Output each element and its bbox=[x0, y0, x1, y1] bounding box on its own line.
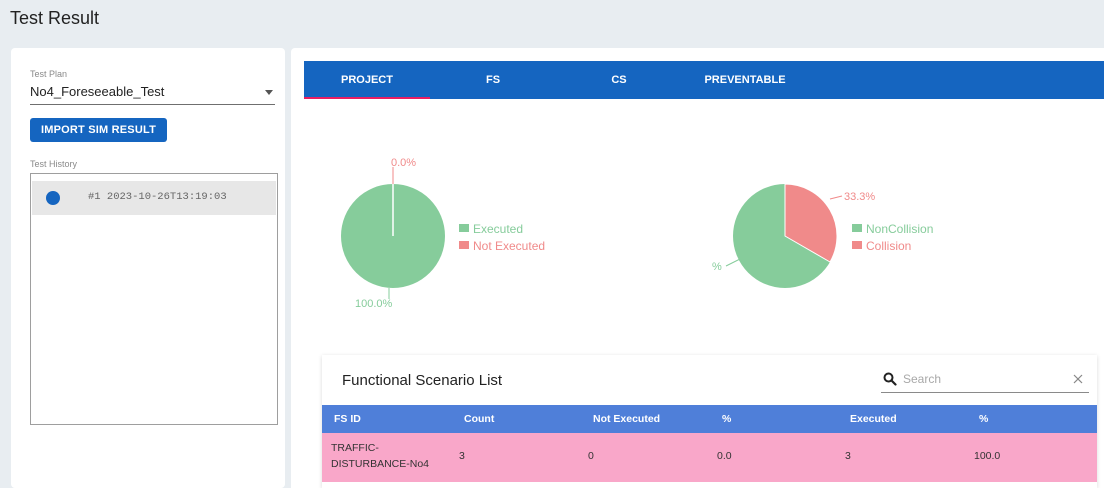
pie-slice-collision bbox=[784, 183, 838, 263]
search-icon bbox=[883, 372, 897, 386]
legend-swatch bbox=[852, 224, 862, 232]
legend-not-executed: Not Executed bbox=[459, 239, 545, 253]
legend-swatch bbox=[459, 241, 469, 249]
legend-noncollision: NonCollision bbox=[852, 222, 933, 236]
leader-line-noncollision bbox=[725, 258, 741, 267]
collision-pie-chart bbox=[725, 183, 843, 288]
cell-not-executed-pct: 0.0 bbox=[717, 450, 732, 462]
test-plan-panel: Test Plan No4_Foreseeable_Test IMPORT SI… bbox=[11, 48, 285, 488]
tab-bar: PROJECT FS CS PREVENTABLE bbox=[304, 61, 1104, 99]
test-history-list: #1 2023-10-26T13:19:03 bbox=[30, 173, 278, 425]
cell-not-executed: 0 bbox=[588, 450, 594, 462]
table-header: FS ID Count Not Executed % Executed % bbox=[322, 405, 1097, 433]
column-header-executed-pct[interactable]: % bbox=[979, 413, 989, 425]
history-item-label: #1 2023-10-26T13:19:03 bbox=[88, 191, 227, 203]
search-input[interactable] bbox=[903, 370, 1063, 388]
clear-search-icon[interactable] bbox=[1071, 372, 1085, 386]
dropdown-caret-icon bbox=[265, 90, 273, 95]
cell-fs-id-line2: DISTURBANCE-No4 bbox=[331, 458, 430, 470]
execution-pie-chart bbox=[341, 167, 445, 299]
column-header-executed[interactable]: Executed bbox=[850, 413, 897, 425]
legend-collision: Collision bbox=[852, 239, 911, 253]
test-plan-select[interactable]: No4_Foreseeable_Test bbox=[30, 84, 275, 105]
column-header-fs-id[interactable]: FS ID bbox=[334, 413, 361, 425]
status-dot-icon bbox=[46, 191, 60, 205]
cell-executed: 3 bbox=[845, 450, 851, 462]
leader-line-collision bbox=[829, 195, 843, 200]
tab-fs-label: FS bbox=[485, 74, 501, 86]
tab-cs-label: CS bbox=[611, 74, 627, 86]
history-item[interactable]: #1 2023-10-26T13:19:03 bbox=[32, 181, 276, 215]
pie-label-noncollision: % bbox=[712, 261, 722, 273]
tab-fs[interactable]: FS bbox=[430, 61, 556, 99]
import-sim-result-button[interactable]: IMPORT SIM RESULT bbox=[30, 118, 167, 142]
test-plan-value: No4_Foreseeable_Test bbox=[30, 84, 165, 99]
column-header-count[interactable]: Count bbox=[464, 413, 495, 425]
legend-swatch bbox=[852, 241, 862, 249]
page-title: Test Result bbox=[10, 8, 100, 28]
test-plan-label: Test Plan bbox=[30, 69, 68, 79]
pie-label-collision: 33.3% bbox=[844, 191, 876, 203]
cell-count: 3 bbox=[459, 450, 465, 462]
functional-scenario-table-card: Functional Scenario List FS ID Count Not… bbox=[322, 355, 1097, 488]
tab-preventable[interactable]: PREVENTABLE bbox=[682, 61, 808, 99]
legend-executed-label: Executed bbox=[473, 222, 524, 236]
legend-not-executed-label: Not Executed bbox=[473, 239, 546, 253]
column-header-not-executed-pct[interactable]: % bbox=[722, 413, 732, 425]
tab-project[interactable]: PROJECT bbox=[304, 61, 430, 99]
table-title: Functional Scenario List bbox=[342, 372, 503, 389]
cell-executed-pct: 100.0 bbox=[974, 450, 1001, 462]
pie-label-executed: 100.0% bbox=[355, 298, 393, 310]
pie-label-not-executed: 0.0% bbox=[391, 157, 417, 169]
cell-fs-id-line1: TRAFFIC- bbox=[331, 442, 379, 454]
tab-cs[interactable]: CS bbox=[556, 61, 682, 99]
legend-executed: Executed bbox=[459, 222, 523, 236]
legend-collision-label: Collision bbox=[866, 239, 912, 253]
legend-swatch bbox=[459, 224, 469, 232]
search-field[interactable] bbox=[881, 368, 1089, 393]
legend-noncollision-label: NonCollision bbox=[866, 222, 934, 236]
tab-project-label: PROJECT bbox=[341, 74, 393, 86]
test-history-label: Test History bbox=[30, 159, 78, 169]
result-panel: PROJECT FS CS PREVENTABLE 0.0% 100.0% Ex… bbox=[291, 48, 1104, 488]
column-header-not-executed[interactable]: Not Executed bbox=[593, 413, 661, 425]
tab-preventable-label: PREVENTABLE bbox=[704, 74, 786, 86]
table-row[interactable]: TRAFFIC- DISTURBANCE-No4 3 0 0.0 3 100.0 bbox=[322, 433, 1097, 482]
active-tab-indicator bbox=[304, 97, 430, 99]
